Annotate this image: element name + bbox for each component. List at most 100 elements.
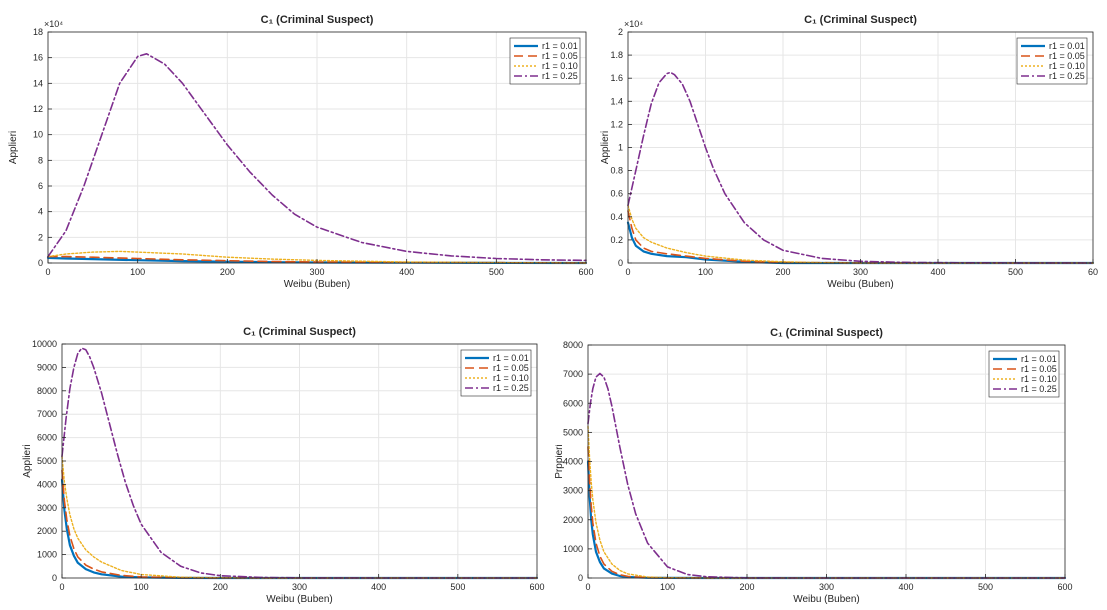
y-tick-label: 2000 xyxy=(563,515,583,525)
x-tick-label: 200 xyxy=(739,582,754,592)
y-tick-label: 0 xyxy=(578,573,583,583)
x-tick-label: 400 xyxy=(930,267,945,277)
legend-label: r1 = 0.25 xyxy=(1021,384,1057,394)
x-tick-label: 500 xyxy=(450,582,465,592)
legend-label: r1 = 0.10 xyxy=(1049,61,1085,71)
legend-label: r1 = 0.25 xyxy=(1049,71,1085,81)
y-tick-label: 6000 xyxy=(37,433,57,443)
x-tick-label: 400 xyxy=(898,582,913,592)
y-tick-label: 2 xyxy=(38,232,43,242)
series-line-3 xyxy=(61,455,538,579)
legend-label: r1 = 0.05 xyxy=(542,51,578,61)
legend-label: r1 = 0.01 xyxy=(493,353,529,363)
y-tick-label: 9000 xyxy=(37,362,57,372)
y-tick-label: 0.8 xyxy=(610,166,623,176)
y-tick-label: 10 xyxy=(33,130,43,140)
x-tick-label: 100 xyxy=(134,582,149,592)
y-tick-label: 5000 xyxy=(563,427,583,437)
series-line-3 xyxy=(587,425,1066,579)
chart-title: C₁ (Criminal Suspect) xyxy=(243,326,356,338)
legend-label: r1 = 0.05 xyxy=(1049,51,1085,61)
x-tick-label: 500 xyxy=(978,582,993,592)
x-tick-label: 600 xyxy=(1057,582,1072,592)
y-tick-label: 8 xyxy=(38,155,43,165)
series-line-3 xyxy=(47,250,587,264)
y-axis-label: Applieri xyxy=(22,444,33,477)
x-tick-label: 200 xyxy=(220,267,235,277)
x-tick-label: 500 xyxy=(489,267,504,277)
y-tick-label: 4000 xyxy=(37,479,57,489)
chart-svg: 0 100 200 300 400 500 600010002000300040005000… xyxy=(22,326,545,605)
y-tick-label: 5000 xyxy=(37,456,57,466)
y-tick-label: 1.4 xyxy=(610,96,623,106)
y-axis-multiplier: ×10⁴ xyxy=(44,19,63,29)
chart-svg: 0 100 200 300 400 500 600 0 2 4 6 8 10 12 14 16 18×10⁴ C₁… xyxy=(8,14,594,290)
x-tick-label: 0 xyxy=(45,267,50,277)
x-tick-label: 200 xyxy=(213,582,228,592)
legend-label: r1 = 0.10 xyxy=(1021,374,1057,384)
y-tick-label: 0.2 xyxy=(610,235,623,245)
y-axis-multiplier: ×10⁴ xyxy=(624,19,643,29)
legend-label: r1 = 0.25 xyxy=(542,71,578,81)
y-tick-label: 18 xyxy=(33,27,43,37)
x-axis-label: Weibu (Buben) xyxy=(266,594,333,605)
y-axis-label: Applieri xyxy=(8,131,19,164)
y-tick-label: 0 xyxy=(618,258,623,268)
x-tick-label: 300 xyxy=(292,582,307,592)
chart-panel-1: 0 100 200 300 400 500 600 0 2 4 6 8 10 12 14 16 18 ×10⁴ C₁… xyxy=(0,0,600,300)
x-tick-label: 100 xyxy=(660,582,675,592)
legend-label: r1 = 0.10 xyxy=(542,61,578,71)
chart-svg: 0 100 200 300 400 500 6000.20.40.60.811.21.41.… xyxy=(600,14,1098,290)
series-line-4 xyxy=(627,71,1094,264)
x-axis-label: Weibu (Buben) xyxy=(827,279,894,290)
x-tick-label: 400 xyxy=(371,582,386,592)
y-tick-label: 0 xyxy=(38,258,43,268)
y-tick-label: 16 xyxy=(33,53,43,63)
y-tick-label: 6 xyxy=(38,181,43,191)
x-tick-label: 0 xyxy=(625,267,630,277)
legend-label: r1 = 0.25 xyxy=(493,383,529,393)
legend-label: r1 = 0.05 xyxy=(493,363,529,373)
chart-panel-2: 0 100 200 300 400 500 60 0 0.2 0.4 0.6 0.8 1 1.2 1.4 1.… xyxy=(600,0,1107,300)
y-tick-label: 6000 xyxy=(563,398,583,408)
series-line-2 xyxy=(47,255,587,264)
y-axis-label: Prppieri xyxy=(555,444,565,478)
series-line-2 xyxy=(627,210,1094,264)
y-tick-label: 1.6 xyxy=(610,73,623,83)
y-tick-label: 7000 xyxy=(37,409,57,419)
legend-label: r1 = 0.01 xyxy=(542,41,578,51)
x-tick-label: 200 xyxy=(775,267,790,277)
x-tick-label: 100 xyxy=(130,267,145,277)
chart-panel-4: 0 100 200 300 400 500 600 0 1000 2000 3000 4000 5000… xyxy=(554,320,1107,605)
y-tick-label: 1000 xyxy=(37,550,57,560)
x-tick-label: 100 xyxy=(698,267,713,277)
series-line-4 xyxy=(61,347,538,579)
x-tick-label: 500 xyxy=(1008,267,1023,277)
chart-title: C₁ (Criminal Suspect) xyxy=(770,327,883,339)
y-tick-label: 4 xyxy=(38,207,43,217)
series-line-4 xyxy=(47,53,587,262)
legend-label: r1 = 0.10 xyxy=(493,373,529,383)
x-tick-label: 400 xyxy=(399,267,414,277)
y-tick-label: 2 xyxy=(618,27,623,37)
y-tick-label: 4000 xyxy=(563,457,583,467)
chart-panel-3: 0 100 200 300 400 500 600 0 1000 2000 3000 4000 5000… xyxy=(0,320,555,605)
legend-label: r1 = 0.05 xyxy=(1021,364,1057,374)
x-tick-label: 600 xyxy=(529,582,544,592)
y-tick-label: 1 xyxy=(618,143,623,153)
legend-label: r1 = 0.01 xyxy=(1049,41,1085,51)
y-tick-label: 8000 xyxy=(37,386,57,396)
chart-title: C₁ (Criminal Suspect) xyxy=(261,14,374,26)
x-tick-label: 0 xyxy=(59,582,64,592)
y-tick-label: 12 xyxy=(33,104,43,114)
y-tick-label: 8000 xyxy=(563,340,583,350)
y-axis-label: Applieri xyxy=(600,131,611,164)
y-tick-label: 1.2 xyxy=(610,119,623,129)
x-axis-label: Weibu (Buben) xyxy=(284,279,351,290)
y-tick-label: 7000 xyxy=(563,369,583,379)
x-tick-label: 0 xyxy=(585,582,590,592)
